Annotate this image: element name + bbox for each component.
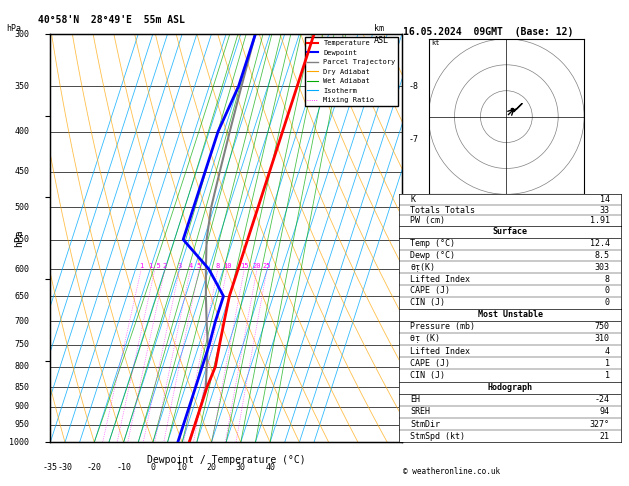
Text: 94: 94	[600, 407, 610, 417]
Text: Lifted Index: Lifted Index	[411, 275, 470, 284]
Text: ASL: ASL	[374, 36, 389, 46]
Text: 4: 4	[188, 263, 192, 269]
Text: 900: 900	[14, 402, 29, 411]
Text: 25: 25	[263, 263, 271, 269]
Text: 1: 1	[139, 263, 143, 269]
Text: -30: -30	[57, 463, 72, 472]
Text: StmSpd (kt): StmSpd (kt)	[411, 432, 465, 441]
Text: Temp (°C): Temp (°C)	[411, 239, 455, 248]
Text: CAPE (J): CAPE (J)	[411, 286, 450, 295]
Text: 950: 950	[14, 420, 29, 429]
Text: 1000: 1000	[9, 438, 29, 447]
Text: 8.5: 8.5	[595, 251, 610, 260]
Text: 0: 0	[604, 298, 610, 307]
Text: Surface: Surface	[493, 227, 528, 236]
Text: 400: 400	[14, 127, 29, 136]
Text: 700: 700	[14, 317, 29, 326]
Text: 0: 0	[604, 286, 610, 295]
Text: Totals Totals: Totals Totals	[411, 206, 476, 215]
Text: 800: 800	[14, 362, 29, 371]
Text: -1: -1	[409, 413, 419, 422]
Text: 30: 30	[236, 463, 246, 472]
Text: 850: 850	[14, 382, 29, 392]
Text: 310: 310	[595, 334, 610, 344]
Text: -35: -35	[43, 463, 58, 472]
Text: Dewp (°C): Dewp (°C)	[411, 251, 455, 260]
Text: hPa: hPa	[14, 229, 24, 247]
Text: θᴉ(K): θᴉ(K)	[411, 263, 435, 272]
Text: 12.4: 12.4	[590, 239, 610, 248]
Text: 0: 0	[150, 463, 155, 472]
Text: kt: kt	[431, 40, 440, 46]
Text: -6: -6	[409, 196, 419, 205]
Text: Pressure (mb): Pressure (mb)	[411, 322, 476, 331]
Text: 15: 15	[240, 263, 248, 269]
Text: km: km	[374, 24, 384, 34]
Text: 550: 550	[14, 235, 29, 244]
Text: -7: -7	[409, 136, 419, 144]
Text: 303: 303	[595, 263, 610, 272]
Text: 1: 1	[604, 359, 610, 368]
Text: 650: 650	[14, 292, 29, 301]
Text: 750: 750	[14, 340, 29, 349]
Text: -10: -10	[116, 463, 131, 472]
Text: 3: 3	[177, 263, 182, 269]
Text: 10: 10	[177, 463, 187, 472]
Text: -8: -8	[409, 82, 419, 91]
Text: 327°: 327°	[590, 419, 610, 429]
Text: PW (cm): PW (cm)	[411, 216, 445, 225]
Text: -4: -4	[409, 292, 419, 301]
Text: 20: 20	[206, 463, 216, 472]
Text: LCL: LCL	[403, 424, 418, 433]
Text: hPa: hPa	[6, 24, 21, 34]
Text: CIN (J): CIN (J)	[411, 298, 445, 307]
Text: 500: 500	[14, 203, 29, 212]
Text: -24: -24	[595, 395, 610, 404]
Text: 40°58'N  28°49'E  55m ASL: 40°58'N 28°49'E 55m ASL	[38, 15, 185, 25]
Text: 14: 14	[600, 195, 610, 204]
Text: 16.05.2024  09GMT  (Base: 12): 16.05.2024 09GMT (Base: 12)	[403, 27, 573, 37]
Text: 2: 2	[163, 263, 167, 269]
Text: 600: 600	[14, 264, 29, 274]
Text: Mixing Ratio (g/kg): Mixing Ratio (g/kg)	[426, 272, 435, 367]
Text: SREH: SREH	[411, 407, 430, 417]
Text: 8: 8	[216, 263, 220, 269]
Text: CAPE (J): CAPE (J)	[411, 359, 450, 368]
Text: CIN (J): CIN (J)	[411, 371, 445, 380]
Text: -2: -2	[409, 382, 419, 392]
Text: © weatheronline.co.uk: © weatheronline.co.uk	[403, 467, 499, 476]
Text: -20: -20	[87, 463, 102, 472]
Text: -3: -3	[409, 340, 419, 349]
Text: 5: 5	[197, 263, 201, 269]
Text: 450: 450	[14, 167, 29, 176]
Text: 1: 1	[604, 371, 610, 380]
Text: -5: -5	[409, 241, 419, 250]
Text: 1.91: 1.91	[590, 216, 610, 225]
Text: 40: 40	[265, 463, 275, 472]
Legend: Temperature, Dewpoint, Parcel Trajectory, Dry Adiabat, Wet Adiabat, Isotherm, Mi: Temperature, Dewpoint, Parcel Trajectory…	[304, 37, 398, 106]
Text: Hodograph: Hodograph	[487, 383, 533, 392]
Text: 21: 21	[600, 432, 610, 441]
Text: Most Unstable: Most Unstable	[477, 310, 543, 319]
X-axis label: Dewpoint / Temperature (°C): Dewpoint / Temperature (°C)	[147, 455, 306, 465]
Text: 10: 10	[223, 263, 231, 269]
Text: Lifted Index: Lifted Index	[411, 347, 470, 356]
Text: 350: 350	[14, 82, 29, 91]
Text: 4: 4	[604, 347, 610, 356]
Text: 300: 300	[14, 30, 29, 38]
Text: 20: 20	[253, 263, 261, 269]
Text: 1.5: 1.5	[148, 263, 161, 269]
Text: EH: EH	[411, 395, 420, 404]
Text: StmDir: StmDir	[411, 419, 440, 429]
Text: 8: 8	[604, 275, 610, 284]
Text: 750: 750	[595, 322, 610, 331]
Text: 33: 33	[600, 206, 610, 215]
Text: K: K	[411, 195, 416, 204]
Text: θᴉ (K): θᴉ (K)	[411, 334, 440, 344]
